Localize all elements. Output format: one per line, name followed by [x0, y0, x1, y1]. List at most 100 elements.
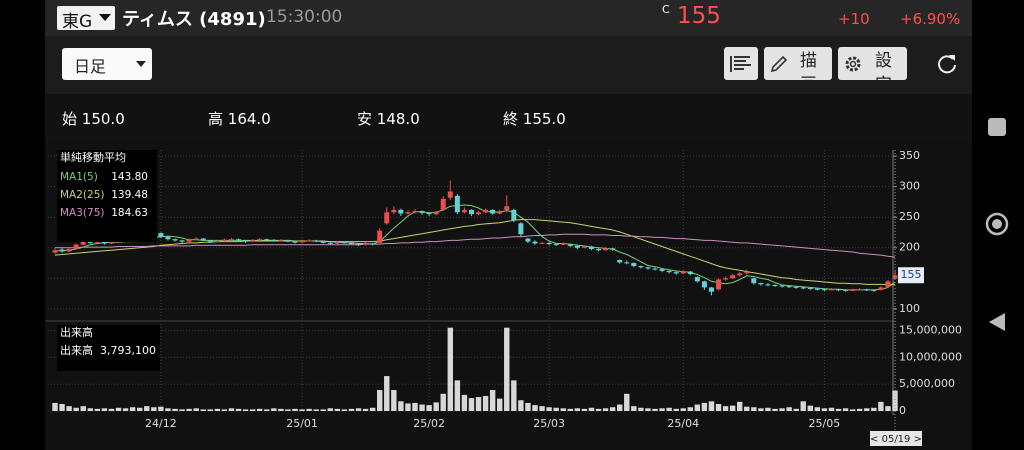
volume-bar	[687, 407, 693, 411]
volume-bar	[765, 407, 771, 411]
candle-body	[638, 266, 644, 268]
candle-body	[631, 263, 637, 267]
volume-bar	[80, 406, 86, 411]
candle-body	[659, 269, 665, 271]
candle-body	[419, 211, 425, 213]
ma-line	[54, 219, 896, 286]
list-button[interactable]	[724, 47, 758, 80]
recent-apps[interactable]	[988, 118, 1006, 136]
volume-bar	[461, 394, 468, 411]
y-tick-label: 250	[899, 210, 920, 223]
volume-bar	[729, 405, 736, 411]
back[interactable]	[989, 313, 1005, 331]
volume-bar	[793, 408, 799, 411]
candle-body	[807, 288, 813, 290]
volume-bar	[581, 408, 588, 411]
dropdown-arrow	[136, 61, 146, 67]
candle-body	[490, 209, 496, 214]
volume-bar	[652, 408, 658, 411]
volume-bar	[419, 404, 425, 411]
candle-body	[101, 241, 107, 244]
candle-body	[673, 272, 679, 274]
candle-body	[779, 285, 785, 287]
volume-bar	[659, 408, 665, 411]
market-select[interactable]: 東G	[57, 6, 115, 32]
candle-body	[574, 245, 580, 248]
candle-body	[603, 248, 609, 251]
nav-bar	[985, 118, 1009, 331]
candle-body	[214, 241, 220, 243]
candle-body	[716, 279, 722, 290]
home[interactable]	[985, 212, 1009, 236]
volume-bar	[264, 409, 270, 411]
volume-bar	[666, 407, 672, 411]
volume-bar	[115, 407, 122, 411]
volume-bar	[73, 407, 79, 411]
volume-bar	[186, 408, 192, 411]
candle-body	[821, 289, 827, 291]
candle-body	[567, 244, 573, 246]
candle-body	[433, 212, 439, 215]
volume-legend-value: 3,793,100	[100, 344, 156, 357]
settings-button[interactable]: 設定	[838, 47, 907, 80]
volume-tick-label: 5,000,000	[899, 377, 955, 390]
volume-bar	[292, 408, 298, 411]
volume-bar	[59, 404, 65, 411]
candle-body	[786, 286, 792, 288]
volume-bar	[228, 408, 235, 411]
volume-bar	[108, 408, 115, 411]
candle-body	[348, 242, 354, 245]
ohlc-row	[45, 94, 972, 140]
volume-tick-label: 15,000,000	[899, 323, 962, 336]
draw-button[interactable]: 描画	[764, 47, 832, 80]
volume-bar	[588, 407, 595, 411]
candle-body	[461, 209, 467, 213]
close: 終 155.0	[503, 110, 566, 128]
market-label: 東G	[62, 12, 93, 32]
candle-body	[476, 212, 482, 215]
volume-bar	[306, 408, 312, 411]
volume-bar	[885, 406, 891, 411]
volume-bar	[694, 404, 701, 411]
candle-body	[525, 238, 531, 242]
candle-body	[581, 246, 587, 248]
volume-bar	[504, 327, 510, 411]
candle-body	[200, 238, 206, 241]
volume-bar	[313, 409, 319, 411]
last-price-box	[898, 267, 924, 284]
volume-bar	[454, 380, 461, 411]
volume-bar	[122, 408, 129, 411]
refresh-button[interactable]	[935, 52, 959, 76]
x-tick-label: 25/03	[533, 417, 565, 430]
home-dot	[992, 219, 1002, 229]
volume-bar	[285, 409, 291, 411]
period-select[interactable]: 日足	[62, 48, 152, 80]
volume-bar	[66, 406, 72, 411]
candle-body	[412, 211, 418, 213]
volume-tick-label: 0	[899, 404, 906, 417]
volume-bar	[878, 401, 884, 411]
stock-name: ティムス (4891)	[122, 9, 266, 30]
dropdown-arrow	[99, 14, 111, 21]
volume-bar	[673, 408, 679, 411]
volume-bar	[447, 327, 453, 411]
volume-bar	[567, 408, 573, 411]
volume-bar	[405, 403, 411, 411]
candle-body	[172, 239, 178, 241]
volume-bar	[638, 407, 644, 411]
candle-body	[546, 242, 552, 245]
legend-value: 143.80	[111, 171, 148, 183]
low: 安 148.0	[357, 110, 420, 128]
time: 15:30:00	[266, 7, 343, 27]
volume-legend-box	[57, 325, 160, 371]
volume-bar	[433, 402, 439, 411]
list-icon	[730, 56, 751, 72]
volume-bar	[744, 406, 750, 411]
candle-body	[504, 206, 510, 210]
pencil-icon	[770, 55, 788, 73]
candle-body	[391, 209, 397, 213]
candle-body	[221, 239, 227, 242]
volume-bar	[398, 401, 404, 411]
volume-bar	[807, 405, 813, 411]
